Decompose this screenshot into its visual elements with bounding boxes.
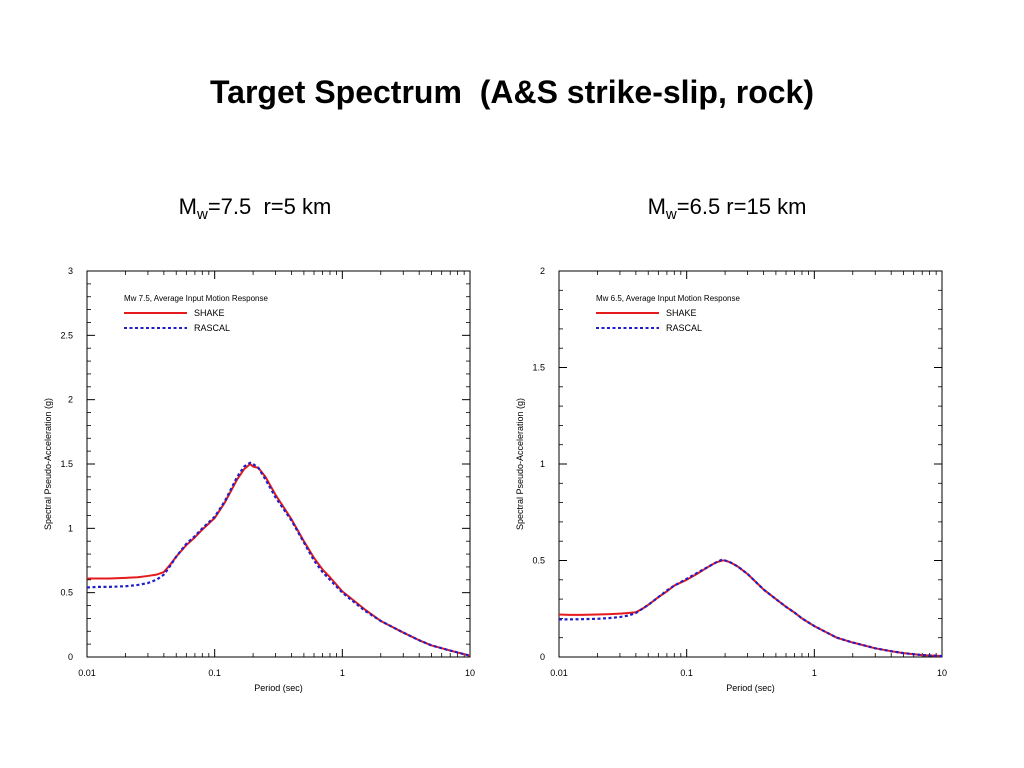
legend-title: Mw 7.5, Average Input Motion Response <box>124 294 268 303</box>
y-tick-label: 3 <box>68 266 73 276</box>
y-axis-title: Spectral Pseudo-Acceleration (g) <box>515 398 525 530</box>
x-tick-label: 10 <box>465 668 475 678</box>
chart-heading: Mw=6.5 r=15 km <box>492 194 962 223</box>
chart-left-svg: 0.01 0.1 1 10 0 0.5 1 1.5 2 2.5 3 Period (sec) Spect… <box>43 266 475 693</box>
chart-heading: Mw=7.5 r=5 km <box>20 194 490 223</box>
chart-heading-m: M <box>178 194 197 219</box>
x-tick-label: 1 <box>812 668 817 678</box>
chart-right-panel: Mw=6.5 r=15 km 0.01 0.1 1 10 0 0.5 1 1.5 2 Period… <box>492 190 962 710</box>
legend-label: RASCAL <box>666 323 702 333</box>
legend-label: SHAKE <box>194 308 225 318</box>
x-tick-label: 0.1 <box>208 668 221 678</box>
x-tick-label: 0.01 <box>550 668 568 678</box>
y-tick-label: 2 <box>540 266 545 276</box>
legend-title: Mw 6.5, Average Input Motion Response <box>596 294 740 303</box>
series-line-rascal <box>559 558 943 658</box>
y-tick-label: 1 <box>540 459 545 469</box>
y-tick-label: 1 <box>68 523 73 533</box>
y-axis-title: Spectral Pseudo-Acceleration (g) <box>43 398 53 530</box>
y-tick-label: 0 <box>540 652 545 662</box>
y-tick-label: 0.5 <box>532 556 545 566</box>
y-tick-label: 1.5 <box>60 459 73 469</box>
plot-frame <box>86 270 471 658</box>
x-tick-label: 10 <box>937 668 947 678</box>
series-line-shake <box>558 559 943 658</box>
y-tick-label: 2.5 <box>60 330 73 340</box>
y-tick-label: 1.5 <box>532 363 545 373</box>
y-tick-label: 0.5 <box>60 588 73 598</box>
chart-heading-m: M <box>647 194 666 219</box>
chart-heading-rest: =7.5 r=5 km <box>207 194 332 219</box>
plot-frame <box>558 270 943 658</box>
y-tick-label: 2 <box>68 395 73 405</box>
page-title: Target Spectrum (A&S strike-slip, rock) <box>210 74 814 110</box>
x-tick-label: 1 <box>340 668 345 678</box>
x-axis-title: Period (sec) <box>726 683 775 693</box>
chart-left-panel: Mw=7.5 r=5 km 0.01 0.1 1 10 0 0.5 1 1.5 2 2.5 3 Per… <box>20 190 490 710</box>
x-tick-label: 0.01 <box>78 668 96 678</box>
chart-heading-subscript: w <box>665 206 677 223</box>
legend-label: SHAKE <box>666 308 697 318</box>
chart-heading-subscript: w <box>196 206 208 223</box>
x-tick-label: 0.1 <box>680 668 693 678</box>
chart-right-svg: 0.01 0.1 1 10 0 0.5 1 1.5 2 Period (sec) Spectral … <box>515 266 947 693</box>
chart-heading-rest: =6.5 r=15 km <box>676 194 807 219</box>
y-tick-label: 0 <box>68 652 73 662</box>
series-line-shake <box>87 463 471 657</box>
series-line-rascal <box>86 461 471 657</box>
x-axis-title: Period (sec) <box>254 683 303 693</box>
legend-label: RASCAL <box>194 323 230 333</box>
